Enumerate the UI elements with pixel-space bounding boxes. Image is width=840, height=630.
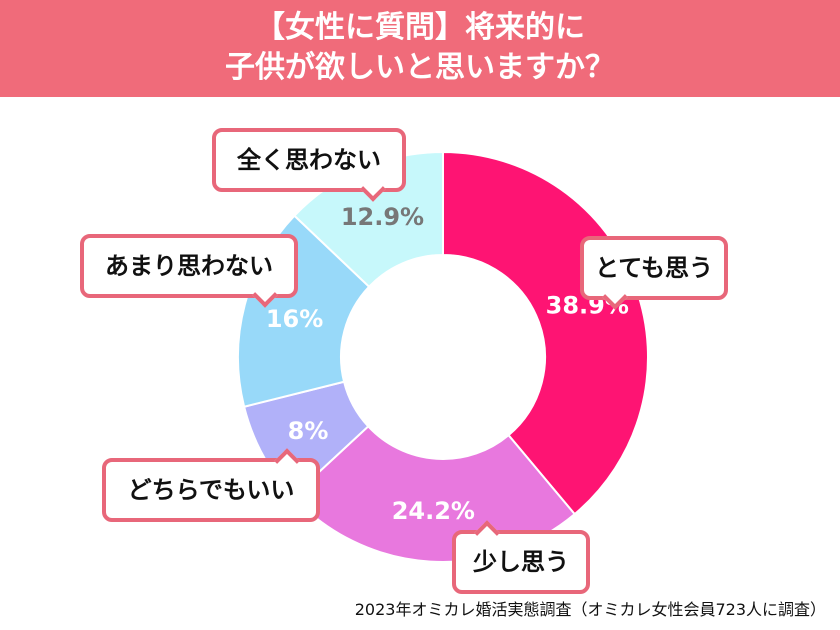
label-bubble-2: どちらでもいい bbox=[102, 448, 320, 522]
legend-label: 全く思わない bbox=[237, 146, 381, 174]
label-bubble-0: とても思う bbox=[580, 236, 728, 310]
legend-label: あまり思わない bbox=[105, 252, 273, 280]
legend-label: とても思う bbox=[594, 254, 714, 282]
label-bubble-4: 全く思わない bbox=[212, 128, 406, 202]
data-label-4: 12.9% bbox=[341, 203, 424, 231]
source-note: 2023年オミカレ婚活実態調査（オミカレ女性会員723人に調査） bbox=[354, 600, 826, 619]
data-label-3: 16% bbox=[266, 305, 323, 333]
label-bubble-1: 少し思う bbox=[452, 520, 590, 594]
title-line-2: 子供が欲しいと思いますか？ bbox=[225, 50, 615, 85]
label-bubble-3: あまり思わない bbox=[80, 234, 298, 308]
data-label-2: 8% bbox=[288, 417, 329, 445]
data-label-1: 24.2% bbox=[392, 497, 475, 525]
legend-label: 少し思う bbox=[473, 548, 569, 576]
legend-label: どちらでもいい bbox=[127, 476, 295, 504]
title-line-1: 【女性に質問】将来的に bbox=[255, 10, 585, 45]
chart-title-banner: 【女性に質問】将来的に 子供が欲しいと思いますか？ bbox=[0, 0, 840, 97]
